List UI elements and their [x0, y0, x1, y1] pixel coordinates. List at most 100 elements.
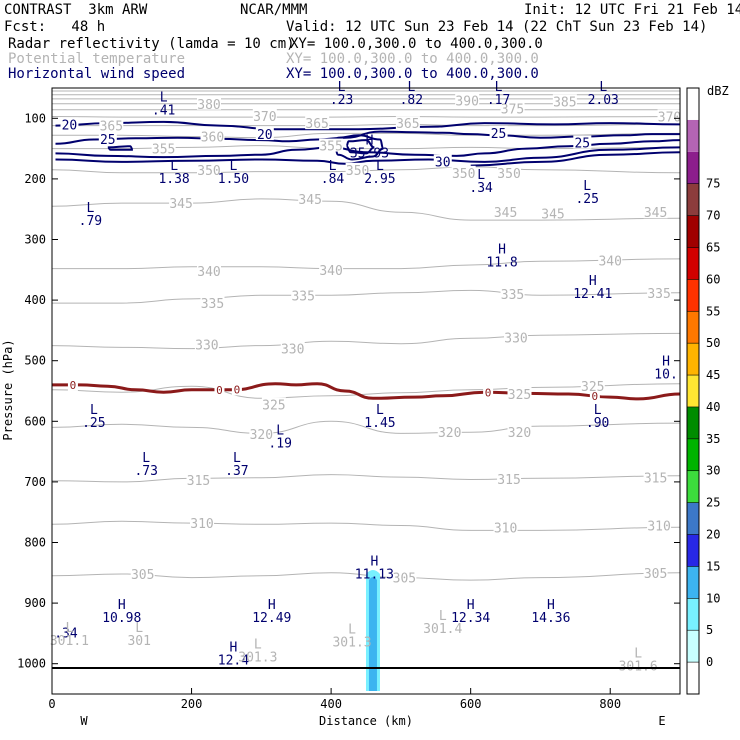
theta-contour-label: 365	[305, 117, 328, 132]
theta-contour-label: 365	[396, 117, 419, 132]
theta-label-bg	[186, 473, 211, 487]
theta-contour-label: 325	[262, 398, 285, 413]
contour-labels: 305 305 305 310 310 310 315 315 315 320 320 320 325 3…	[50, 80, 682, 675]
extremum-value: 301.4	[423, 622, 462, 637]
theta-label-bg	[291, 288, 316, 302]
extremum-value: 2.03	[588, 93, 619, 108]
theta-contour-310	[52, 520, 680, 531]
theta-contour-350	[52, 166, 680, 174]
theta-label-bg	[319, 138, 344, 152]
zero-contour-label: 0	[70, 379, 77, 392]
extremum-value: 301.3	[332, 635, 371, 650]
low-marker: L	[583, 179, 591, 194]
high-marker: H	[268, 598, 276, 613]
extremum-value: 301.1	[50, 634, 89, 649]
high-marker: H	[366, 133, 374, 148]
extremum-value: .37	[225, 464, 248, 479]
theta-label-bg	[504, 330, 529, 344]
theta-label-bg	[345, 162, 370, 176]
high-marker: H	[230, 641, 238, 656]
y-tick-label: 800	[24, 536, 46, 550]
wind-contour-label: 30	[435, 155, 451, 170]
theta-contour-label: 310	[190, 517, 213, 532]
theta-label-bg	[580, 379, 605, 393]
theta-contour-label: 370	[658, 110, 681, 125]
extremum-value: .34	[469, 181, 493, 196]
colorbar-label: 15	[706, 559, 720, 573]
low-marker: L	[230, 159, 238, 174]
colorbar-swatch	[687, 470, 699, 503]
colorbar-swatch	[687, 662, 699, 694]
extremum-value: .79	[79, 214, 102, 229]
theta-label-bg	[319, 262, 344, 276]
extremum-value: 11.13	[355, 568, 394, 583]
theta-contour-360	[52, 132, 680, 139]
colorbar-swatch	[687, 566, 699, 599]
theta-contour-label: 305	[131, 568, 154, 583]
theta-contour-320	[52, 420, 680, 434]
theta-label-bg	[252, 108, 277, 122]
colorbar-label: 55	[706, 304, 720, 318]
theta-contour-label: 345	[541, 207, 564, 222]
colorbar-swatch	[687, 119, 699, 152]
wind-contour-20	[55, 120, 680, 131]
extremum-value: 12.41	[573, 287, 612, 302]
theta-label-bg	[647, 518, 672, 532]
wind-contour-25	[107, 145, 134, 151]
theta-label-bg	[507, 387, 532, 401]
extremum-value: .25	[575, 192, 598, 207]
extremum-value: .17	[487, 93, 510, 108]
theta-contour-label: 330	[195, 338, 218, 353]
extremum-value: 301	[127, 634, 150, 649]
colorbar-swatch	[687, 502, 699, 535]
valid-time: Valid: 12 UTC Sun 23 Feb 14 (22 ChT Sun …	[286, 19, 708, 35]
field-xy-wind: XY= 100.0,300.0 to 400.0,300.0	[286, 66, 539, 82]
field-xy-theta: XY= 100.0,300.0 to 400.0,300.0	[286, 51, 539, 67]
wind-label-bg	[573, 135, 592, 149]
colorbar-label: 0	[706, 655, 713, 669]
theta-contour-label: 335	[501, 288, 524, 303]
colorbar-title: dBZ	[707, 84, 729, 98]
theta-contour-label: 355	[152, 143, 175, 158]
colorbar-label: 40	[706, 400, 720, 414]
colorbar-label: 25	[706, 496, 720, 510]
y-tick-label: 1000	[17, 657, 46, 671]
low-marker: L	[66, 621, 74, 636]
y-tick-label: 300	[24, 233, 46, 247]
low-marker: L	[90, 403, 98, 418]
colorbar-swatch	[687, 534, 699, 567]
colorbar-label: 60	[706, 272, 720, 286]
low-marker: L	[142, 451, 150, 466]
extremum-value: 1.45	[364, 416, 395, 431]
extremum-value: .90	[586, 416, 609, 431]
theta-contour-label: 380	[197, 98, 220, 113]
theta-contour-345	[52, 198, 680, 221]
theta-contour-label: 335	[201, 297, 224, 312]
theta-label-bg	[451, 165, 476, 179]
theta-contour-label: 315	[497, 473, 520, 488]
theta-contour-label: 340	[598, 255, 621, 270]
theta-contour-label: 350	[497, 167, 520, 182]
wind-contour-label: 20	[257, 128, 273, 143]
theta-label-bg	[200, 296, 225, 310]
theta-contour-label: 325	[508, 388, 531, 403]
wind-contour-30	[470, 151, 680, 167]
extremum-value: .23	[330, 93, 353, 108]
colorbar-label: 50	[706, 336, 720, 350]
x-axis-title: Distance (km)	[319, 714, 413, 728]
low-marker: L	[477, 168, 485, 183]
theta-label-bg	[552, 94, 577, 108]
theta-contour-label: 345	[169, 197, 192, 212]
zero-contour-label-bg	[589, 389, 600, 402]
x-tick-label: 200	[181, 697, 203, 711]
y-tick-label: 700	[24, 475, 46, 489]
theta-contour-label: 315	[644, 472, 667, 487]
y-tick-label: 900	[24, 596, 46, 610]
theta-contour-label: 355	[319, 140, 342, 155]
theta-contour-label: 330	[504, 332, 527, 347]
theta-contour-label: 305	[393, 572, 416, 587]
colorbar-swatch	[687, 183, 699, 216]
extremum-value: 14.36	[531, 611, 570, 626]
